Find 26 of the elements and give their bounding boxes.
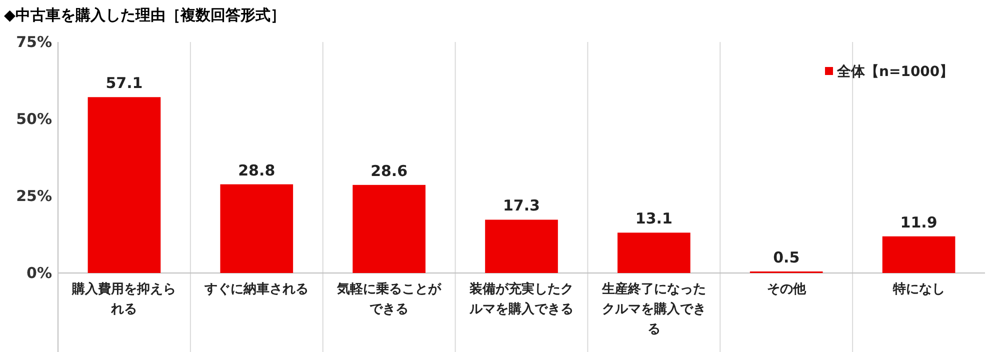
data-label: 13.1 (635, 210, 672, 228)
y-tick-label: 75% (16, 33, 52, 51)
y-tick-label: 25% (16, 187, 52, 205)
x-tick-label: 生産終了になったクルマを購入できる (600, 281, 706, 337)
data-label: 0.5 (773, 248, 800, 266)
x-tick-label: 購入費用を抑えられる (71, 281, 176, 317)
bar (220, 184, 294, 273)
bar (352, 184, 426, 273)
bar (618, 232, 690, 273)
chart-title: ◆中古車を購入した理由［複数回答形式］ (4, 6, 286, 24)
x-tick-label: 装備が充実したクルマを購入できる (468, 281, 574, 317)
legend-label: 全体【n=1000】 (836, 64, 954, 80)
x-tick-label: すぐに納車される (204, 282, 309, 297)
x-tick-label: 特になし (892, 282, 945, 297)
x-tick-label: その他 (766, 282, 807, 297)
bar (88, 97, 161, 273)
data-label: 28.8 (238, 161, 276, 180)
y-tick-label: 0% (26, 264, 52, 282)
data-label: 17.3 (502, 196, 540, 215)
bar (882, 236, 956, 273)
y-tick-label: 50% (16, 110, 52, 128)
bar (485, 220, 558, 273)
data-label: 57.1 (106, 74, 143, 92)
data-label: 28.6 (370, 162, 408, 180)
x-tick-label: 気軽に乗ることができる (336, 281, 442, 317)
data-label: 11.9 (900, 213, 938, 232)
